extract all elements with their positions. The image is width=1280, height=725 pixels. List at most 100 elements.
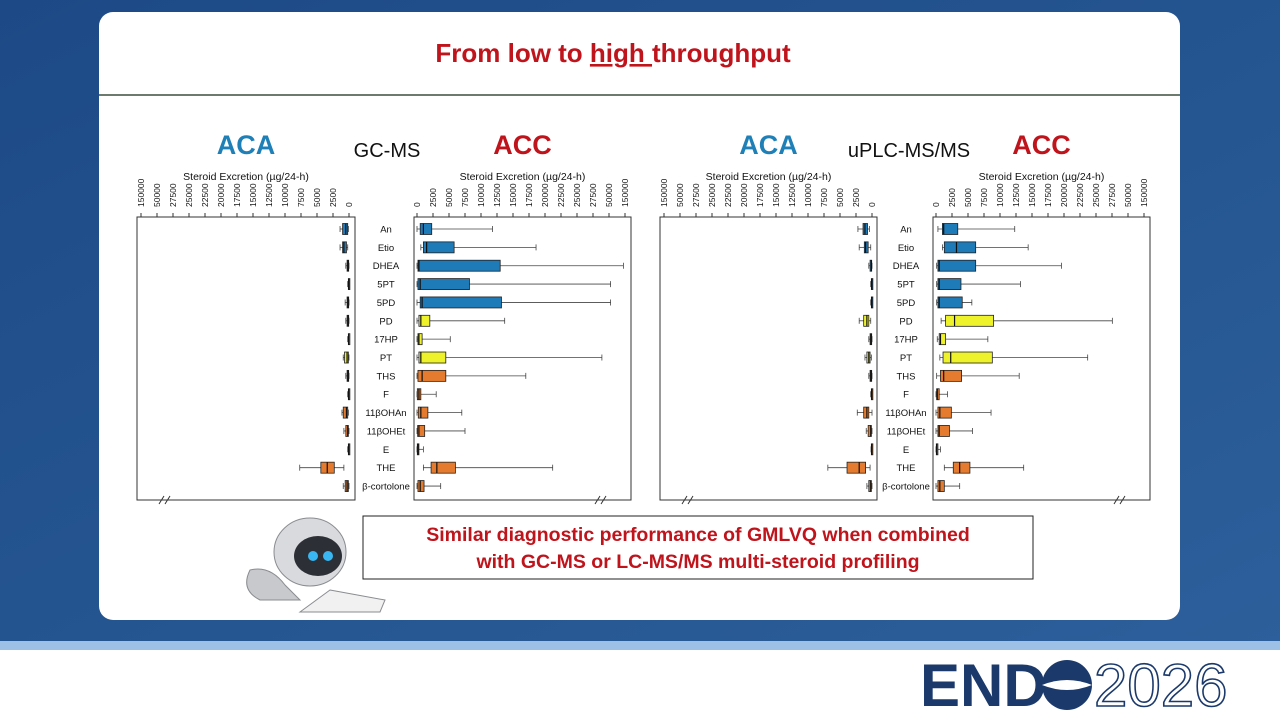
box: [417, 406, 429, 419]
x-tick-label: 5000: [963, 188, 973, 207]
box: [942, 223, 959, 235]
box: [419, 296, 502, 309]
slide-card: [99, 12, 1180, 620]
x-tick-label: 10000: [280, 183, 290, 207]
x-tick-label: 27500: [691, 183, 701, 207]
x-tick-label: 17500: [1043, 183, 1053, 207]
title-part: throughput: [652, 38, 791, 68]
box: [342, 241, 347, 254]
box: [430, 461, 456, 474]
x-tick-label: 17500: [755, 183, 765, 207]
category-label: 11βOHAn: [885, 408, 926, 419]
category-label: E: [903, 445, 909, 456]
x-tick-label: 2500: [851, 188, 861, 207]
x-tick-label: 27500: [588, 183, 598, 207]
x-tick-label: 50000: [604, 183, 614, 207]
x-tick-label: 2500: [947, 188, 957, 207]
box: [942, 351, 993, 364]
x-tick-label: 25000: [1091, 183, 1101, 207]
x-tick-label: 27500: [1107, 183, 1117, 207]
x-tick-label: 7500: [296, 188, 306, 207]
category-label: Etio: [898, 243, 914, 254]
box: [943, 241, 977, 254]
logo-globe: [1042, 660, 1092, 710]
logo-right: 2026: [1094, 652, 1227, 719]
x-tick-label: 150000: [620, 178, 630, 207]
x-tick-label: 7500: [979, 188, 989, 207]
series-name: ACA: [739, 130, 798, 160]
x-tick-label: 2500: [328, 188, 338, 207]
x-tick-label: 150000: [659, 178, 669, 207]
box: [418, 351, 447, 364]
stripe: [0, 641, 1280, 650]
category-label: THS: [377, 371, 396, 382]
box: [846, 461, 866, 474]
x-tick-label: 15000: [248, 183, 258, 207]
logo-left: END: [920, 652, 1047, 719]
box: [417, 278, 470, 290]
box: [417, 425, 426, 437]
axis-label: Steroid Excretion (µg/24-h): [460, 171, 586, 183]
charts: GC-MS An Etio DHEA 5PT 5PD PD 17HP PT THS F 11βOHAn…: [136, 130, 1151, 505]
box: [945, 314, 994, 327]
category-label: F: [903, 390, 909, 401]
x-tick-label: 0: [867, 202, 877, 207]
category-label: An: [900, 225, 912, 236]
callout-line: with GC-MS or LC-MS/MS multi-steroid pro…: [475, 551, 919, 573]
axis-label: Steroid Excretion (µg/24-h): [183, 171, 309, 183]
x-tick-label: 50000: [1123, 183, 1133, 207]
category-label: THS: [897, 371, 916, 382]
box: [419, 223, 433, 235]
box: [417, 333, 423, 346]
box: [952, 461, 971, 474]
title-part: From low to: [435, 38, 590, 68]
axis-break: [1113, 495, 1126, 505]
box: [938, 333, 947, 346]
box: [417, 369, 447, 382]
x-tick-label: 5000: [444, 188, 454, 207]
category-label: Etio: [378, 243, 394, 254]
category-label: F: [383, 390, 389, 401]
category-label: DHEA: [373, 261, 400, 272]
box: [863, 314, 870, 327]
x-tick-label: 22500: [1075, 183, 1085, 207]
x-tick-label: 15000: [1027, 183, 1037, 207]
box: [867, 425, 872, 437]
box: [937, 296, 963, 309]
box: [417, 480, 425, 492]
title-underlined: high: [590, 38, 652, 68]
x-tick-label: 7500: [460, 188, 470, 207]
x-tick-label: 15000: [771, 183, 781, 207]
box: [863, 406, 870, 419]
axis-break: [681, 495, 694, 505]
x-tick-label: 20000: [1059, 183, 1069, 207]
category-label: PD: [899, 316, 912, 327]
axis-label: Steroid Excretion (µg/24-h): [979, 171, 1105, 183]
x-tick-label: 17500: [524, 183, 534, 207]
callout-box: [362, 515, 1034, 580]
x-tick-label: 0: [931, 202, 941, 207]
box: [937, 425, 950, 437]
category-label: 11βOHEt: [887, 426, 926, 437]
box: [418, 314, 431, 327]
x-tick-label: 10000: [476, 183, 486, 207]
x-tick-label: 20000: [216, 183, 226, 207]
plot-frame: [932, 216, 1151, 501]
x-tick-label: 20000: [739, 183, 749, 207]
category-label: THE: [897, 463, 916, 474]
box: [417, 259, 501, 272]
box: [937, 278, 962, 290]
category-label: 5PD: [897, 298, 916, 309]
box: [863, 241, 869, 254]
chart-title: GC-MS: [354, 140, 421, 162]
box: [937, 259, 977, 272]
box: [422, 241, 455, 254]
category-label: 11βOHAn: [365, 408, 406, 419]
x-tick-label: 25000: [707, 183, 717, 207]
x-tick-label: 27500: [168, 183, 178, 207]
category-label: PT: [380, 353, 392, 364]
category-label: An: [380, 225, 392, 236]
category-label: 17HP: [894, 335, 918, 346]
category-label: β-cortolone: [882, 482, 930, 493]
